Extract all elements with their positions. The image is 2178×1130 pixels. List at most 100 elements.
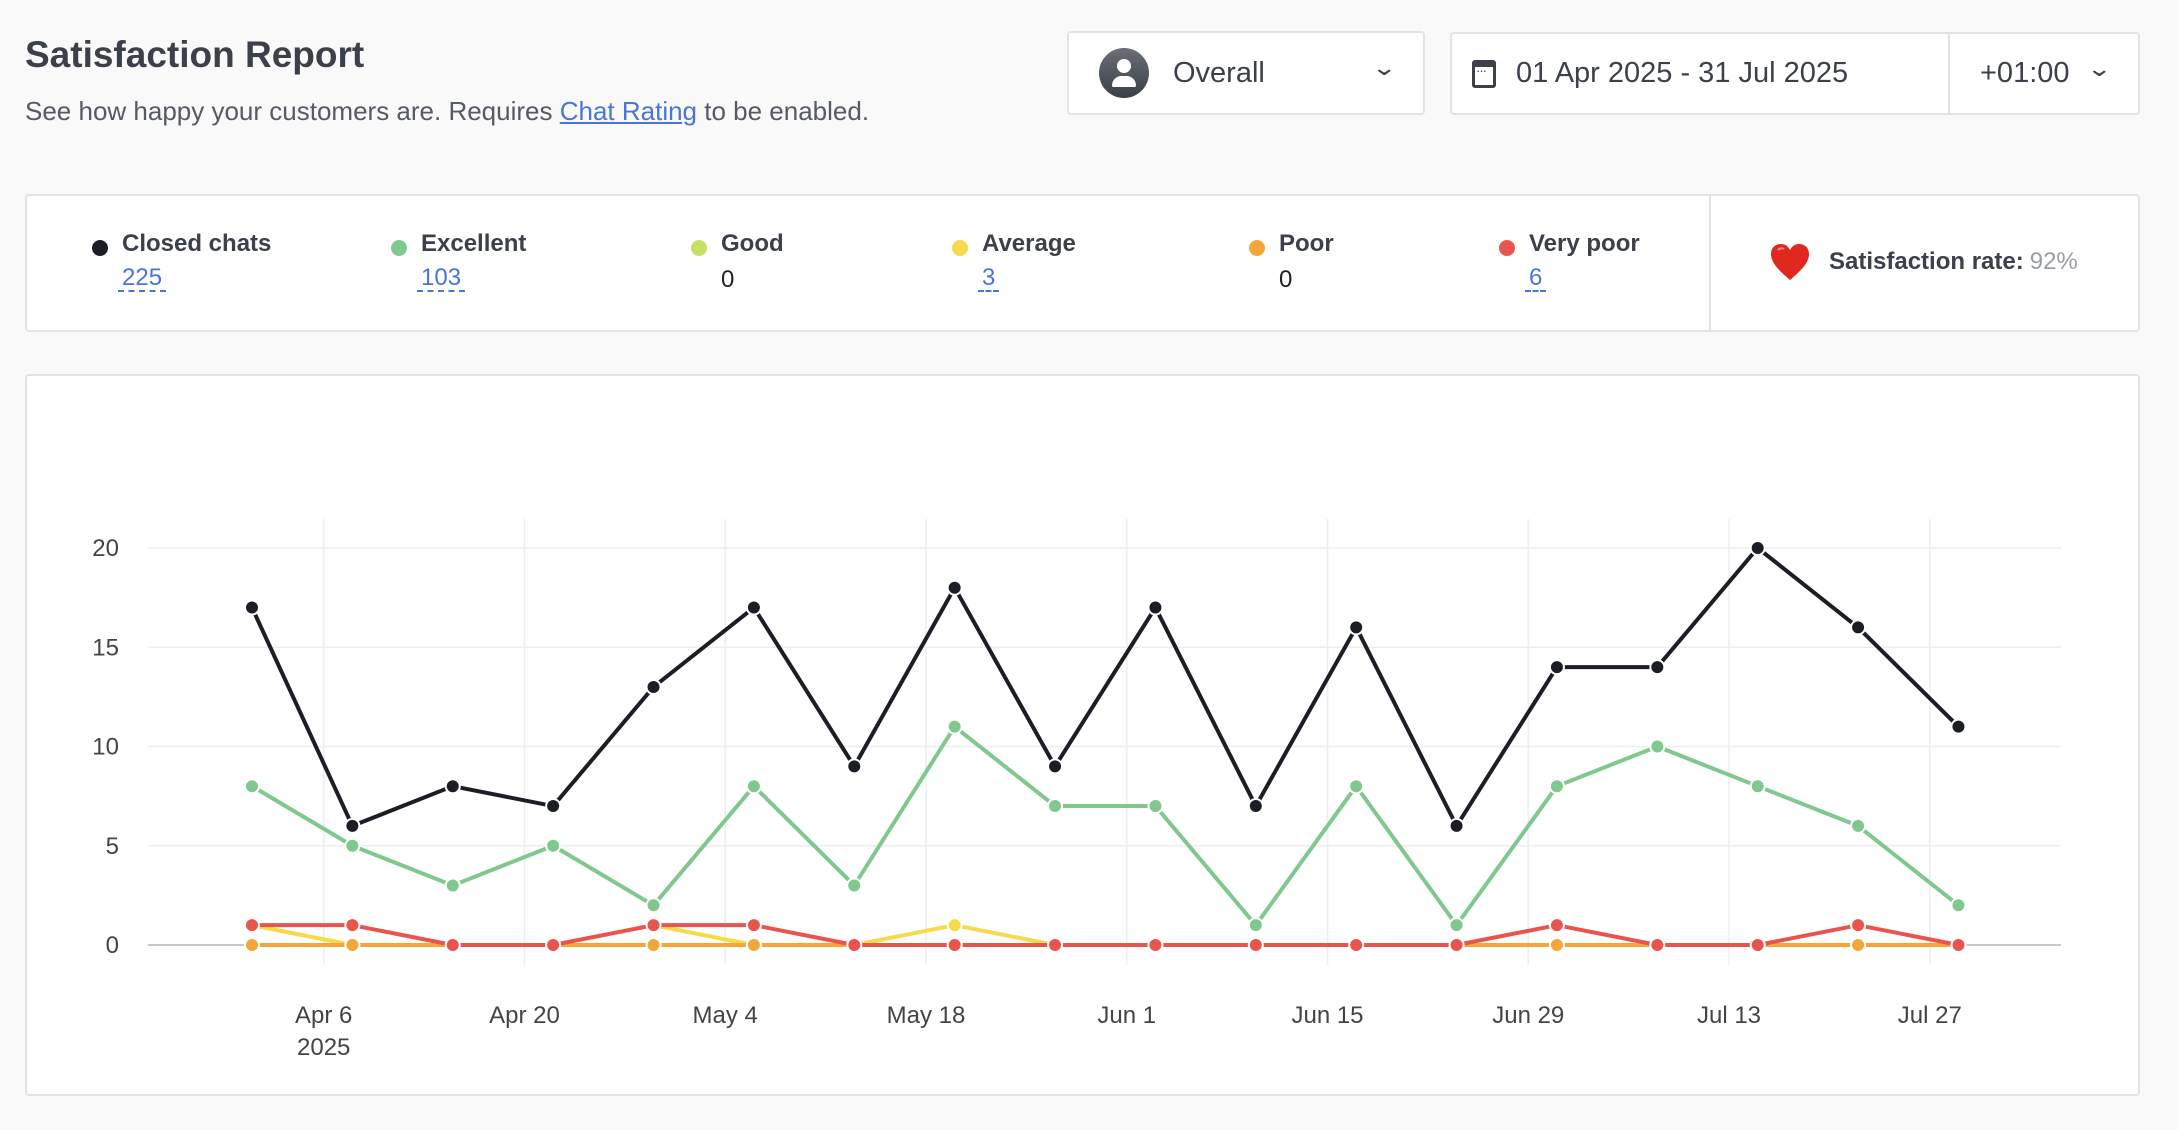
data-point <box>1950 937 1967 953</box>
x-tick-label: Jun 15 <box>1291 1002 1363 1029</box>
y-tick-label: 15 <box>92 634 119 661</box>
x-tick-label: Jun 29 <box>1492 1002 1564 1029</box>
stat-value: 0 <box>721 266 735 293</box>
data-point <box>1649 937 1666 953</box>
stat-value[interactable]: 3 <box>978 266 1000 292</box>
legend-dot-icon <box>691 240 707 256</box>
legend-dot-icon <box>92 240 108 256</box>
data-point <box>745 599 762 616</box>
data-point <box>946 718 963 735</box>
data-point <box>344 837 361 854</box>
data-point <box>846 758 863 775</box>
x-tick-label: Apr 20 <box>489 1002 560 1029</box>
data-point <box>545 837 562 854</box>
data-point <box>244 917 260 934</box>
data-point <box>846 877 863 894</box>
data-point <box>545 798 562 815</box>
data-point <box>344 917 361 934</box>
stat-label: Good <box>721 230 784 257</box>
page-title: Satisfaction Report <box>25 34 365 75</box>
x-tick-label: Apr 6 <box>295 1002 352 1029</box>
stat-label: Closed chats <box>122 230 272 257</box>
legend-dot-icon <box>1499 240 1515 256</box>
data-point <box>1649 659 1666 676</box>
stat-label: Excellent <box>421 230 527 257</box>
y-tick-label: 10 <box>92 734 119 761</box>
stat-value[interactable]: 6 <box>1525 266 1547 292</box>
stat-value[interactable]: 225 <box>118 266 167 292</box>
satisfaction-rate-value: 92% <box>2029 248 2078 275</box>
data-point <box>1348 937 1365 953</box>
data-point <box>1850 817 1867 834</box>
data-point <box>1448 937 1465 953</box>
stat-label: Very poor <box>1529 230 1640 257</box>
chevron-down-icon: ⌄ <box>2086 56 2113 81</box>
data-point <box>1548 917 1565 934</box>
data-point <box>244 937 260 953</box>
data-point <box>1147 937 1164 953</box>
data-point <box>344 817 361 834</box>
data-point <box>1850 619 1867 636</box>
data-point <box>444 937 461 953</box>
data-point <box>1649 738 1666 755</box>
satisfaction-rate-label: Satisfaction rate: <box>1829 248 2024 275</box>
divider <box>1948 34 1950 113</box>
data-point <box>344 937 361 953</box>
data-point <box>1850 917 1867 934</box>
data-point <box>846 937 863 953</box>
data-point <box>1749 778 1766 795</box>
data-point <box>745 917 762 934</box>
data-point <box>1950 718 1967 735</box>
stat-value: 0 <box>1279 266 1293 293</box>
page-subtitle: See how happy your customers are. Requir… <box>25 96 869 127</box>
legend-dot-icon <box>1249 240 1265 256</box>
agent-dropdown-value: Overall <box>1173 56 1265 89</box>
y-tick-label: 5 <box>106 833 119 860</box>
series-line-average <box>251 923 1959 947</box>
chevron-down-icon: ⌄ <box>1371 55 1398 80</box>
x-tick-label: May 18 <box>887 1002 966 1029</box>
data-point <box>1548 937 1565 953</box>
data-point <box>745 778 762 795</box>
y-tick-label: 0 <box>106 932 119 959</box>
heart-icon <box>1771 244 1809 280</box>
timezone-dropdown[interactable]: +01:00 ⌄ <box>1950 34 2138 113</box>
data-point <box>946 579 963 596</box>
stat-value[interactable]: 103 <box>417 266 466 292</box>
data-point <box>645 678 662 695</box>
calendar-icon <box>1472 59 1496 88</box>
data-point <box>1348 778 1365 795</box>
data-point <box>1047 798 1064 815</box>
date-range-value: 01 Apr 2025 - 31 Jul 2025 <box>1516 57 1849 89</box>
data-point <box>545 937 562 953</box>
data-point <box>946 937 963 953</box>
data-point <box>645 897 662 914</box>
date-range-picker[interactable]: 01 Apr 2025 - 31 Jul 2025 +01:00 ⌄ <box>1450 32 2140 115</box>
series-line-closed-chats <box>250 546 1960 828</box>
data-point <box>1247 917 1264 934</box>
satisfaction-rate: Satisfaction rate: 92% <box>1769 242 2078 282</box>
data-point <box>444 877 461 894</box>
data-point <box>1147 599 1164 616</box>
data-point <box>1448 817 1465 834</box>
data-point <box>645 937 662 953</box>
legend-dot-icon <box>391 240 407 256</box>
data-point <box>1749 937 1766 953</box>
data-point <box>1548 659 1565 676</box>
y-tick-label: 20 <box>92 535 119 562</box>
x-year-label: 2025 <box>297 1034 350 1061</box>
data-point <box>1247 937 1264 953</box>
user-avatar-icon <box>1099 48 1149 98</box>
series-line-excellent <box>250 724 1960 928</box>
satisfaction-line-chart: 0 5 10 15 20 Apr 6 Apr 20 May 4 May 18 Jun 1 Jun 1… <box>92 519 2061 1061</box>
data-point <box>1348 619 1365 636</box>
chat-rating-link[interactable]: Chat Rating <box>559 96 698 126</box>
data-point <box>645 917 662 934</box>
data-point <box>1247 798 1264 815</box>
subtitle-text: See how happy your customers are. Requir… <box>25 96 560 126</box>
agent-dropdown[interactable]: Overall ⌄ <box>1067 31 1425 115</box>
data-point <box>946 917 963 934</box>
subtitle-text-end: to be enabled. <box>697 96 870 126</box>
x-tick-label: May 4 <box>693 1002 758 1029</box>
stat-label: Average <box>982 230 1076 257</box>
